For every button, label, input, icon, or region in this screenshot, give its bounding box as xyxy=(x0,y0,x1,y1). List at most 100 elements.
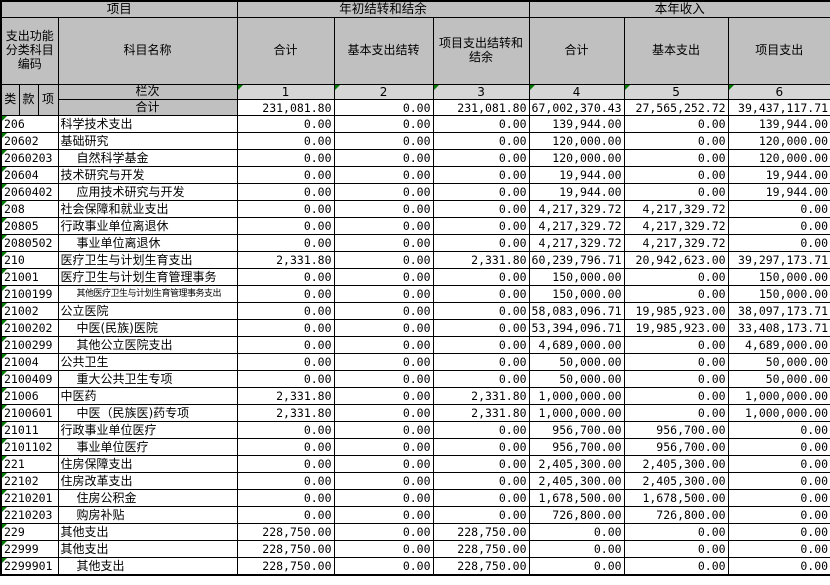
row-name-cell: 技术研究与开发 xyxy=(57,166,238,184)
row-value-cell: 0.00 xyxy=(727,540,830,558)
row-value-cell: 0.00 xyxy=(432,353,530,371)
grand-total-value: 39,437,117.71 xyxy=(727,99,830,116)
row-value-cell: 0.00 xyxy=(528,540,625,558)
row-value-cell: 0.00 xyxy=(333,523,434,541)
row-value-cell: 0.00 xyxy=(727,234,830,252)
row-value-cell: 39,297,173.71 xyxy=(727,251,830,269)
table-row: 2100299 其他公立医院支出 0.00 0.00 0.00 4,689,000.00 0… xyxy=(0,336,830,354)
row-code-cell: 20602 xyxy=(0,132,59,150)
row-value-cell: 4,689,000.00 xyxy=(528,336,625,354)
row-name-cell: 购房补贴 xyxy=(57,506,238,524)
table-row: 21001 医疗卫生与计划生育管理事务 0.00 0.00 0.00 150,000.00… xyxy=(0,268,830,286)
row-name-cell: 公立医院 xyxy=(57,302,238,320)
row-code-cell: 22102 xyxy=(0,472,59,490)
grand-total-value: 67,002,370.43 xyxy=(528,99,625,116)
row-value-cell: 0.00 xyxy=(333,183,434,201)
row-value-cell: 1,678,500.00 xyxy=(528,489,625,507)
row-value-cell: 0.00 xyxy=(236,472,335,490)
row-value-cell: 0.00 xyxy=(333,353,434,371)
row-code-cell: 2060402 xyxy=(0,183,59,201)
row-value-cell: 150,000.00 xyxy=(727,268,830,286)
row-value-cell: 0.00 xyxy=(432,115,530,133)
row-name-cell: 科学技术支出 xyxy=(57,115,238,133)
row-value-cell: 0.00 xyxy=(236,115,335,133)
table-body: 206 科学技术支出 0.00 0.00 0.00 139,944.00 0.00 139,9… xyxy=(0,115,830,576)
row-value-cell: 0.00 xyxy=(623,336,729,354)
row-code-cell: 2299901 xyxy=(0,557,59,576)
column-number-4: 4 xyxy=(528,84,625,100)
row-value-cell: 0.00 xyxy=(623,115,729,133)
row-name-cell: 事业单位离退休 xyxy=(57,234,238,252)
row-value-cell: 0.00 xyxy=(236,234,335,252)
row-name-cell: 自然科学基金 xyxy=(57,149,238,167)
row-value-cell: 19,944.00 xyxy=(528,166,625,184)
row-code-cell: 21002 xyxy=(0,302,59,320)
row-value-cell: 0.00 xyxy=(727,455,830,473)
column-number-3: 3 xyxy=(432,84,530,100)
row-value-cell: 0.00 xyxy=(236,166,335,184)
row-value-cell: 4,217,329.72 xyxy=(623,217,729,235)
row-value-cell: 0.00 xyxy=(333,438,434,456)
grand-total-value: 231,081.80 xyxy=(432,99,530,116)
table-row: 2060203 自然科学基金 0.00 0.00 0.00 120,000.00 0.00 1… xyxy=(0,149,830,167)
row-code-cell: 229 xyxy=(0,523,59,541)
row-value-cell: 0.00 xyxy=(333,234,434,252)
row-value-cell: 0.00 xyxy=(432,489,530,507)
row-value-cell: 0.00 xyxy=(432,183,530,201)
row-value-cell: 0.00 xyxy=(727,557,830,576)
row-value-cell: 2,405,300.00 xyxy=(528,472,625,490)
row-value-cell: 726,800.00 xyxy=(623,506,729,524)
row-value-cell: 0.00 xyxy=(432,336,530,354)
row-value-cell: 19,944.00 xyxy=(727,183,830,201)
column-number-2: 2 xyxy=(333,84,434,100)
row-value-cell: 2,405,300.00 xyxy=(528,455,625,473)
grand-total-label: 合计 xyxy=(57,99,238,116)
row-value-cell: 4,217,329.72 xyxy=(623,200,729,218)
row-value-cell: 0.00 xyxy=(333,302,434,320)
row-value-cell: 0.00 xyxy=(528,523,625,541)
row-value-cell: 0.00 xyxy=(333,421,434,439)
row-value-cell: 0.00 xyxy=(623,166,729,184)
row-value-cell: 50,000.00 xyxy=(727,353,830,371)
row-value-cell: 0.00 xyxy=(333,268,434,286)
row-value-cell: 0.00 xyxy=(623,132,729,150)
row-code-cell: 206 xyxy=(0,115,59,133)
table-row: 2210203 购房补贴 0.00 0.00 0.00 726,800.00 726,800… xyxy=(0,506,830,524)
row-value-cell: 0.00 xyxy=(432,166,530,184)
row-value-cell: 150,000.00 xyxy=(528,268,625,286)
row-value-cell: 0.00 xyxy=(727,506,830,524)
row-value-cell: 50,000.00 xyxy=(528,370,625,388)
row-value-cell: 0.00 xyxy=(623,540,729,558)
row-code-cell: 2101102 xyxy=(0,438,59,456)
row-code-cell: 21011 xyxy=(0,421,59,439)
row-value-cell: 228,750.00 xyxy=(432,557,530,576)
row-value-cell: 0.00 xyxy=(236,370,335,388)
row-value-cell: 0.00 xyxy=(333,149,434,167)
row-value-cell: 120,000.00 xyxy=(727,132,830,150)
header-function-code: 支出功能分类科目编码 xyxy=(0,17,59,85)
row-value-cell: 0.00 xyxy=(333,251,434,269)
row-value-cell: 2,331.80 xyxy=(236,387,335,405)
row-value-cell: 0.00 xyxy=(432,149,530,167)
row-value-cell: 0.00 xyxy=(727,217,830,235)
table-row: 2100202 中医(民族)医院 0.00 0.00 0.00 53,394,096.71… xyxy=(0,319,830,337)
row-name-cell: 中医药 xyxy=(57,387,238,405)
row-value-cell: 0.00 xyxy=(236,421,335,439)
row-value-cell: 0.00 xyxy=(333,200,434,218)
row-value-cell: 0.00 xyxy=(236,285,335,303)
row-code-cell: 2210203 xyxy=(0,506,59,524)
table-row: 2100199 其他医疗卫生与计划生育管理事务支出 0.00 0.00 0.00 150,… xyxy=(0,285,830,303)
row-value-cell: 0.00 xyxy=(623,183,729,201)
row-value-cell: 1,000,000.00 xyxy=(727,387,830,405)
row-value-cell: 2,405,300.00 xyxy=(623,472,729,490)
row-name-cell: 中医（民族医)药专项 xyxy=(57,404,238,422)
table-row: 221 住房保障支出 0.00 0.00 0.00 2,405,300.00 2,405,3… xyxy=(0,455,830,473)
row-value-cell: 19,985,923.00 xyxy=(623,302,729,320)
row-value-cell: 0.00 xyxy=(623,268,729,286)
row-value-cell: 0.00 xyxy=(432,319,530,337)
row-value-cell: 19,985,923.00 xyxy=(623,319,729,337)
row-value-cell: 0.00 xyxy=(333,319,434,337)
row-value-cell: 0.00 xyxy=(432,370,530,388)
row-value-cell: 1,000,000.00 xyxy=(727,404,830,422)
